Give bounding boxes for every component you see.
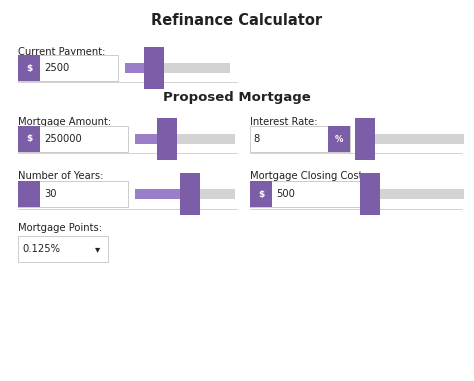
FancyBboxPatch shape bbox=[250, 181, 360, 207]
FancyBboxPatch shape bbox=[356, 134, 365, 144]
FancyBboxPatch shape bbox=[18, 55, 40, 81]
Text: %: % bbox=[335, 134, 343, 144]
FancyBboxPatch shape bbox=[18, 181, 40, 207]
FancyBboxPatch shape bbox=[18, 126, 128, 152]
FancyBboxPatch shape bbox=[18, 55, 118, 81]
FancyBboxPatch shape bbox=[135, 189, 190, 199]
Text: ▾: ▾ bbox=[95, 244, 100, 254]
Text: Refinance Calculator: Refinance Calculator bbox=[151, 13, 323, 28]
Text: 30: 30 bbox=[44, 189, 56, 199]
FancyBboxPatch shape bbox=[145, 47, 164, 89]
FancyBboxPatch shape bbox=[18, 236, 108, 262]
Text: 2500: 2500 bbox=[44, 63, 69, 73]
Text: Mortgage Amount:: Mortgage Amount: bbox=[18, 117, 111, 127]
FancyBboxPatch shape bbox=[135, 189, 235, 199]
Text: 250000: 250000 bbox=[44, 134, 82, 144]
Text: Proposed Mortgage: Proposed Mortgage bbox=[163, 91, 311, 104]
FancyBboxPatch shape bbox=[328, 126, 350, 152]
Text: 8: 8 bbox=[253, 134, 259, 144]
FancyBboxPatch shape bbox=[360, 173, 380, 215]
Text: Interest Rate:: Interest Rate: bbox=[250, 117, 318, 127]
Text: $: $ bbox=[26, 134, 32, 144]
FancyBboxPatch shape bbox=[366, 189, 370, 199]
FancyBboxPatch shape bbox=[355, 118, 374, 160]
Text: Current Payment:: Current Payment: bbox=[18, 47, 105, 57]
Text: 500: 500 bbox=[276, 189, 295, 199]
Text: $: $ bbox=[26, 64, 32, 72]
FancyBboxPatch shape bbox=[250, 181, 272, 207]
FancyBboxPatch shape bbox=[250, 126, 350, 152]
FancyBboxPatch shape bbox=[180, 173, 200, 215]
Text: $: $ bbox=[258, 189, 264, 199]
FancyBboxPatch shape bbox=[356, 134, 464, 144]
FancyBboxPatch shape bbox=[125, 63, 155, 73]
FancyBboxPatch shape bbox=[135, 134, 235, 144]
FancyBboxPatch shape bbox=[125, 63, 230, 73]
FancyBboxPatch shape bbox=[157, 118, 177, 160]
Text: Mortgage Closing Costs:: Mortgage Closing Costs: bbox=[250, 171, 371, 181]
Text: 0.125%: 0.125% bbox=[22, 244, 60, 254]
FancyBboxPatch shape bbox=[366, 189, 464, 199]
Text: Mortgage Points:: Mortgage Points: bbox=[18, 223, 102, 233]
Text: Number of Years:: Number of Years: bbox=[18, 171, 103, 181]
FancyBboxPatch shape bbox=[18, 126, 40, 152]
FancyBboxPatch shape bbox=[18, 181, 128, 207]
FancyBboxPatch shape bbox=[135, 134, 167, 144]
